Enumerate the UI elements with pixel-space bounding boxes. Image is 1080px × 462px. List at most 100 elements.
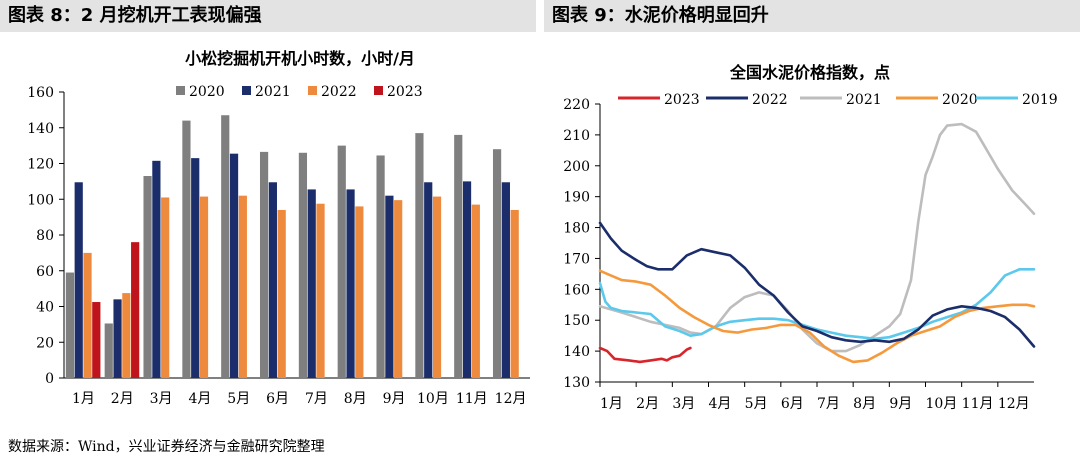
series-line-2020 (598, 269, 1036, 364)
bar-2020-11月 (454, 134, 463, 378)
y-tick-label: 120 (27, 157, 54, 173)
bar-2021-10月 (424, 182, 433, 378)
chart-axes: 130 140 150 160 170 180 190 200 210 220 1月 2月 3月 4月 5月… (563, 97, 1034, 412)
chart-lines (598, 122, 1036, 364)
x-tick-label: 8月 (853, 396, 876, 412)
y-tick-label: 150 (563, 313, 590, 329)
legend-swatch-2023 (374, 86, 383, 95)
bar-2021-2月 (113, 299, 122, 378)
bar-2022-6月 (277, 209, 286, 378)
y-tick-label: 200 (563, 159, 590, 175)
x-tick-label: 10月 (417, 391, 449, 407)
series-line-2019 (598, 268, 1036, 341)
bar-2023-1月 (92, 302, 101, 378)
bar-2023-2月 (131, 242, 140, 378)
bar-2020-10月 (415, 133, 424, 378)
bar-2021-3月 (152, 160, 161, 378)
y-tick-label: 180 (563, 221, 590, 237)
bar-2020-12月 (492, 149, 502, 378)
bar-2021-11月 (462, 181, 472, 378)
bar-2022-4月 (199, 196, 209, 378)
x-tick-label: 5月 (745, 396, 768, 412)
bar-2021-7月 (307, 189, 316, 378)
legend-label: 2022 (752, 92, 788, 108)
y-tick-label: 190 (563, 190, 590, 206)
chart-legend: 2023 2022 2021 2020 2019 (618, 92, 1058, 108)
legend-label: 2019 (1022, 92, 1058, 108)
cement-price-line-chart: 全国水泥价格指数，点 130 140 150 160 170 180 190 200 210 22… (563, 63, 1058, 412)
y-tick-label: 140 (27, 121, 54, 137)
x-tick-label: 9月 (889, 396, 912, 412)
y-tick-label: 160 (27, 85, 54, 101)
chart-axes: 0 20 40 60 80 100 120 140 160 1月 2月 3月 4月 5月 6月 7月 8月 9月 1… (27, 85, 530, 407)
y-tick-label: 40 (36, 300, 54, 316)
y-tick-label: 170 (563, 251, 590, 267)
y-tick-label: 140 (563, 344, 590, 360)
bar-2020-1月 (65, 272, 75, 378)
excavator-bar-chart: 小松挖掘机开机小时数，小时/月 2020 2021 2022 2023 0 20 40 60… (27, 49, 530, 407)
bar-2021-12月 (501, 182, 510, 378)
legend-label: 2023 (387, 84, 423, 100)
legend-swatch-2022 (308, 86, 317, 95)
legend-label: 2021 (846, 92, 882, 108)
y-tick-label: 0 (45, 371, 54, 387)
legend-label: 2020 (189, 84, 225, 100)
bar-2021-6月 (268, 182, 277, 378)
bar-2022-1月 (83, 252, 92, 378)
chart-title: 全国水泥价格指数，点 (729, 63, 890, 82)
panel-title-left: 图表 8：2 月挖机开工表现偏强 (0, 0, 536, 32)
bar-2021-1月 (74, 182, 83, 378)
y-tick-label: 60 (36, 264, 54, 280)
x-tick-label: 3月 (150, 391, 173, 407)
series-line-2021 (598, 122, 1036, 353)
chart-legend: 2020 2021 2022 2023 (176, 84, 423, 100)
x-tick-label: 6月 (266, 391, 289, 407)
bar-2022-7月 (316, 203, 325, 378)
y-tick-label: 20 (36, 335, 54, 351)
legend-label: 2022 (321, 84, 357, 100)
bar-2021-5月 (229, 153, 239, 378)
x-tick-label: 2月 (636, 396, 659, 412)
chart-title: 小松挖掘机开机小时数，小时/月 (185, 49, 415, 68)
x-tick-label: 4月 (188, 391, 211, 407)
x-tick-label: 3月 (672, 396, 695, 412)
y-tick-label: 100 (27, 192, 54, 208)
bar-2020-5月 (221, 115, 230, 379)
bar-2020-8月 (337, 145, 346, 378)
chart-bars (65, 115, 519, 379)
x-tick-label: 9月 (383, 391, 406, 407)
x-tick-label: 8月 (344, 391, 367, 407)
series-line-2022 (598, 221, 1036, 348)
y-tick-label: 220 (563, 97, 590, 113)
x-tick-label: 7月 (817, 396, 840, 412)
bar-2020-4月 (182, 120, 191, 378)
bar-2022-5月 (238, 195, 247, 378)
x-tick-label: 4月 (709, 396, 732, 412)
x-tick-label: 12月 (495, 391, 527, 407)
x-tick-label: 10月 (926, 396, 958, 412)
source-note: 数据来源：Wind，兴业证券经济与金融研究院整理 (8, 439, 325, 455)
x-tick-label: 1月 (600, 396, 623, 412)
bar-2022-10月 (432, 196, 442, 378)
bar-2022-2月 (122, 293, 131, 378)
x-tick-label: 11月 (456, 391, 488, 407)
x-tick-label: 11月 (962, 396, 994, 412)
x-tick-label: 7月 (305, 391, 328, 407)
legend-label: 2021 (255, 84, 291, 100)
legend-swatch-2020 (176, 86, 185, 95)
bar-2021-9月 (385, 195, 394, 378)
bar-2020-6月 (259, 151, 269, 378)
bar-2022-3月 (161, 197, 170, 378)
bar-2020-3月 (143, 176, 152, 378)
bar-2022-8月 (355, 206, 364, 378)
bar-2021-4月 (191, 158, 200, 378)
bar-2022-9月 (394, 200, 403, 378)
y-tick-label: 210 (563, 128, 590, 144)
bar-2020-9月 (376, 155, 385, 378)
legend-swatch-2021 (242, 86, 251, 95)
y-tick-label: 80 (36, 228, 54, 244)
panel-title-right: 图表 9：水泥价格明显回升 (544, 0, 1080, 32)
legend-label: 2023 (664, 92, 700, 108)
bar-2020-7月 (298, 152, 308, 378)
x-tick-label: 6月 (781, 396, 804, 412)
